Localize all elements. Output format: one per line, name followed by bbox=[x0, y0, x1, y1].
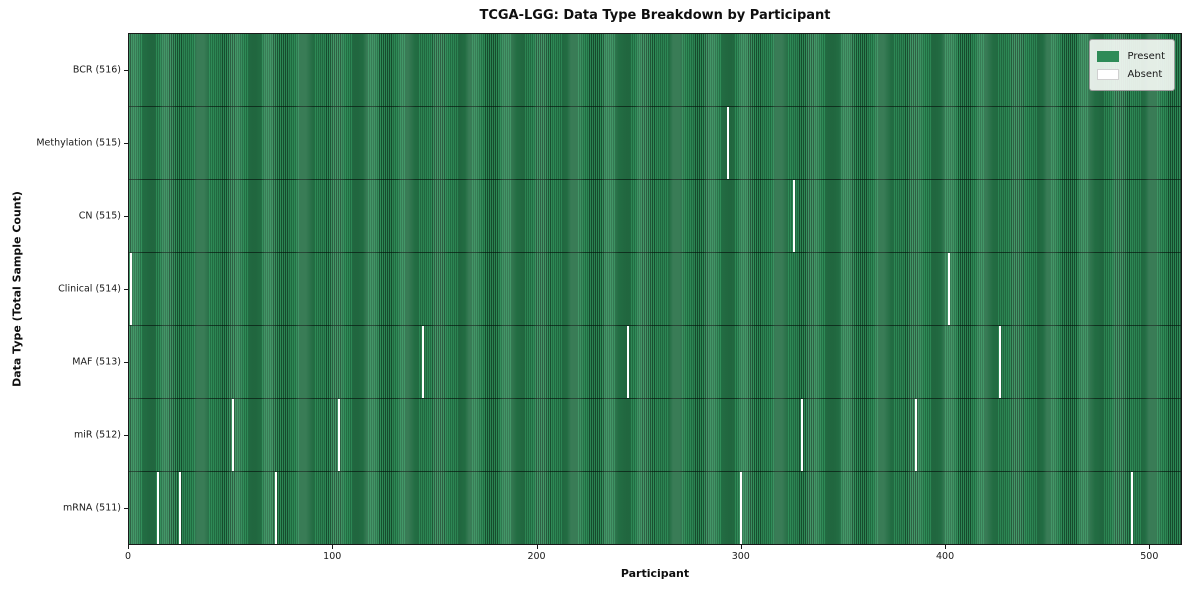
x-tick bbox=[332, 545, 333, 549]
y-axis-label: Data Type (Total Sample Count) bbox=[10, 191, 24, 387]
x-tick-label: 300 bbox=[731, 551, 750, 562]
y-tick bbox=[124, 143, 128, 144]
absent-marker bbox=[130, 253, 133, 325]
absent-marker bbox=[947, 253, 950, 325]
legend-swatch-absent bbox=[1097, 68, 1120, 80]
x-axis-label: Participant bbox=[620, 567, 690, 580]
absent-marker bbox=[998, 326, 1001, 398]
legend-item-present: Present bbox=[1097, 48, 1165, 64]
absent-marker bbox=[178, 472, 181, 544]
absent-marker bbox=[421, 326, 424, 398]
x-tick-label: 0 bbox=[124, 551, 132, 562]
x-tick bbox=[741, 545, 742, 549]
absent-marker bbox=[627, 326, 630, 398]
absent-marker bbox=[156, 472, 159, 544]
presence-row-methylation bbox=[129, 107, 1181, 180]
absent-marker bbox=[800, 399, 803, 471]
y-tick-label-bcr: BCR (516) bbox=[72, 64, 121, 76]
absent-marker bbox=[914, 399, 917, 471]
legend: Present Absent bbox=[1089, 39, 1175, 91]
y-tick-label-cn: CN (515) bbox=[78, 210, 121, 222]
x-tick bbox=[128, 545, 129, 549]
y-tick bbox=[124, 216, 128, 217]
y-tick bbox=[124, 508, 128, 509]
absent-marker bbox=[1131, 472, 1134, 544]
y-tick bbox=[124, 289, 128, 290]
presence-row-maf bbox=[129, 326, 1181, 399]
y-tick bbox=[124, 435, 128, 436]
presence-row-bcr bbox=[129, 34, 1181, 107]
absent-marker bbox=[727, 107, 730, 179]
y-tick-label-mir: miR (512) bbox=[73, 429, 121, 441]
legend-swatch-present bbox=[1097, 50, 1120, 62]
y-tick-label-maf: MAF (513) bbox=[72, 356, 121, 368]
y-tick bbox=[124, 70, 128, 71]
legend-item-absent: Absent bbox=[1097, 66, 1165, 82]
presence-row-mir bbox=[129, 399, 1181, 472]
chart-title: TCGA-LGG: Data Type Breakdown by Partici… bbox=[479, 8, 831, 23]
x-tick bbox=[1149, 545, 1150, 549]
plot-area: Present Absent bbox=[128, 33, 1182, 545]
y-tick-label-clinical: Clinical (514) bbox=[58, 283, 121, 295]
presence-row-mrna bbox=[129, 472, 1181, 544]
x-tick-label: 200 bbox=[527, 551, 546, 562]
absent-marker bbox=[231, 399, 234, 471]
y-tick bbox=[124, 362, 128, 363]
presence-row-clinical bbox=[129, 253, 1181, 326]
x-tick bbox=[945, 545, 946, 549]
y-tick-label-mrna: mRNA (511) bbox=[62, 502, 121, 514]
absent-marker bbox=[337, 399, 340, 471]
presence-row-cn bbox=[129, 180, 1181, 253]
absent-marker bbox=[274, 472, 277, 544]
x-tick-label: 400 bbox=[935, 551, 955, 562]
x-tick-label: 500 bbox=[1140, 551, 1159, 562]
legend-label-absent: Absent bbox=[1127, 68, 1163, 80]
x-tick-label: 100 bbox=[323, 551, 342, 562]
absent-marker bbox=[792, 180, 795, 252]
x-tick bbox=[537, 545, 538, 549]
legend-label-present: Present bbox=[1127, 50, 1165, 62]
absent-marker bbox=[739, 472, 742, 544]
y-tick-label-methylation: Methylation (515) bbox=[36, 137, 121, 149]
